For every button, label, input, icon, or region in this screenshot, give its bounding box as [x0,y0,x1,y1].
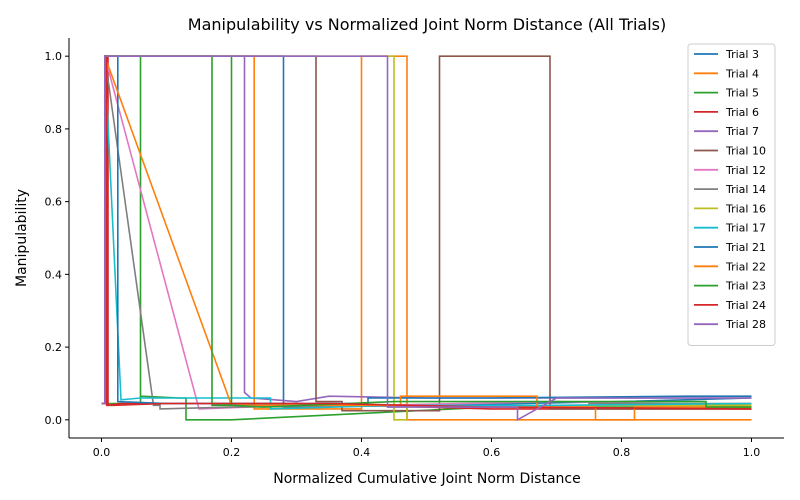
legend-label: Trial 23 [725,280,766,293]
legend-label: Trial 17 [725,222,766,235]
series-line-trial-17 [101,56,752,410]
y-tick-label: 0.6 [45,196,63,209]
series-line-trial-7 [101,55,752,405]
series-line-trial-5 [101,56,752,421]
series-line-trial-12 [101,55,752,410]
legend-label: Trial 24 [725,299,766,312]
legend-label: Trial 4 [725,67,759,80]
x-tick-label: 0.4 [353,446,371,459]
axes [68,38,784,439]
series-line-trial-3 [101,55,752,408]
series-line-trial-10 [101,55,752,412]
series-line-trial-23 [101,55,752,408]
legend-label: Trial 5 [725,87,759,100]
plot-area [101,55,752,422]
legend-label: Trial 7 [725,125,759,138]
y-tick-label: 0.4 [45,268,63,281]
y-tick-label: 0.0 [45,414,63,427]
x-tick-label: 0.2 [223,446,241,459]
legend-frame [687,43,776,346]
legend-label: Trial 10 [725,145,766,158]
legend-label: Trial 21 [725,241,766,254]
series-line-trial-22 [101,55,752,421]
x-tick-label: 1.0 [743,446,761,459]
legend-label: Trial 16 [725,202,766,215]
y-axis-label: Manipulability [14,189,30,287]
series-line-trial-6 [101,55,752,410]
legend-label: Trial 28 [725,318,766,331]
series-line-trial-24 [101,55,752,410]
series-line-trial-21 [101,55,752,405]
legend-label: Trial 6 [725,106,759,119]
x-axis-label: Normalized Cumulative Joint Norm Distanc… [273,471,580,487]
series-line-trial-4 [101,55,752,421]
x-tick-label: 0.0 [93,446,111,459]
series-line-trial-16 [101,55,752,421]
legend: Trial 3 Trial 4 Trial 5 Trial 6 Trial 7 Trial… [687,43,776,346]
y-tick-label: 0.2 [45,341,63,354]
y-tick-label: 1.0 [45,50,63,63]
x-tick-label: 0.8 [613,446,631,459]
legend-label: Trial 12 [725,164,766,177]
legend-label: Trial 22 [725,260,766,273]
y-tick-label: 0.8 [45,123,63,136]
series-line-trial-28 [101,55,752,422]
legend-label: Trial 14 [725,183,766,196]
y-ticks: 0.0 0.2 0.4 0.6 0.8 1.0 [45,50,69,427]
legend-label: Trial 3 [725,48,759,61]
series-line-trial-14 [101,56,752,410]
chart-title: Manipulability vs Normalized Joint Norm … [188,15,666,34]
x-ticks: 0.0 0.2 0.4 0.6 0.8 1.0 [93,438,761,459]
x-tick-label: 0.6 [483,446,501,459]
